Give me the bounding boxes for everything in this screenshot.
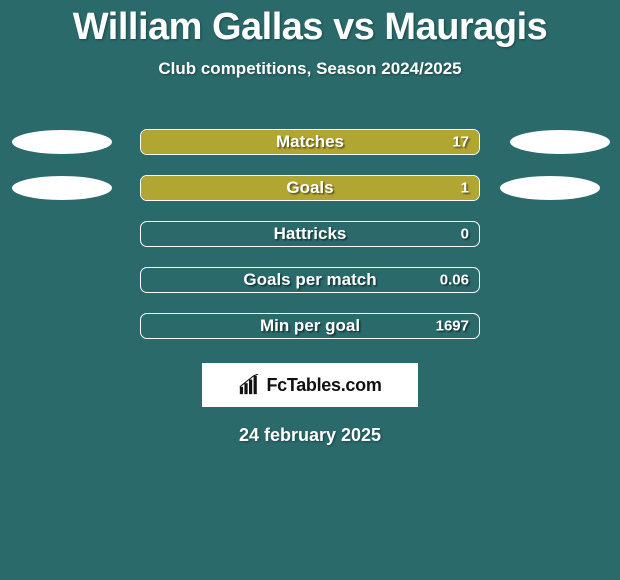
stat-value: 1697: [436, 318, 469, 335]
source-badge: FcTables.com: [202, 363, 418, 407]
source-badge-text: FcTables.com: [266, 375, 381, 396]
stat-bar-fill: [141, 176, 479, 200]
stat-bar: Hattricks0: [140, 221, 480, 247]
stat-bar-fill: [141, 130, 479, 154]
left-ellipse: [12, 176, 112, 200]
stat-label: Min per goal: [141, 316, 479, 336]
stat-label: Hattricks: [141, 224, 479, 244]
stat-label: Goals per match: [141, 270, 479, 290]
page-title: William Gallas vs Mauragis: [0, 6, 620, 49]
left-ellipse: [12, 130, 112, 154]
date-label: 24 february 2025: [0, 425, 620, 446]
stat-bar: Matches17: [140, 129, 480, 155]
stat-bar: Goals1: [140, 175, 480, 201]
stat-bar: Goals per match0.06: [140, 267, 480, 293]
stat-row: Goals per match0.06: [0, 257, 620, 303]
stat-row: Min per goal1697: [0, 303, 620, 349]
comparison-card: William Gallas vs Mauragis Club competit…: [0, 0, 620, 446]
stat-row: Matches17: [0, 119, 620, 165]
stat-bar: Min per goal1697: [140, 313, 480, 339]
stat-value: 0.06: [440, 272, 469, 289]
right-ellipse: [510, 130, 610, 154]
stat-rows: Matches17 Goals1 Hattricks0 Goals per match…: [0, 119, 620, 349]
stat-row: Hattricks0: [0, 211, 620, 257]
stat-value: 0: [461, 226, 469, 243]
stat-row: Goals1: [0, 165, 620, 211]
bar-chart-icon: [238, 374, 260, 396]
right-ellipse: [500, 176, 600, 200]
subtitle: Club competitions, Season 2024/2025: [0, 59, 620, 79]
